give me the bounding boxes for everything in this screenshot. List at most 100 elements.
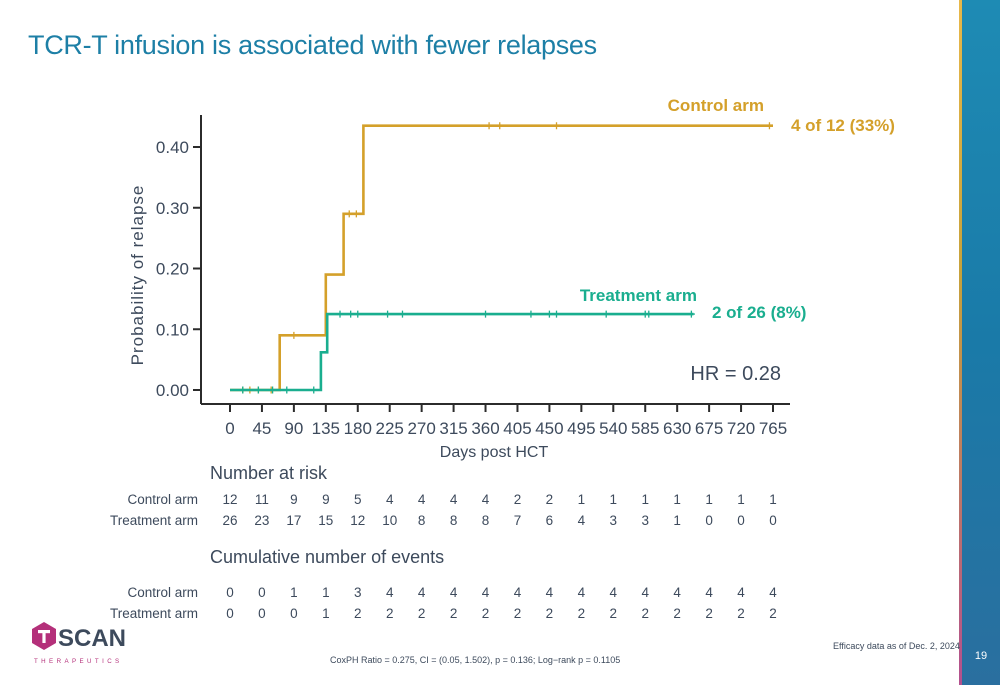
events-table-cell: 2 [578, 606, 586, 621]
events-table-cell: 2 [737, 606, 745, 621]
risk-table-row-label: Treatment arm [110, 513, 198, 528]
risk-table-cell: 10 [382, 513, 397, 528]
risk-table-row-label: Control arm [127, 492, 198, 507]
censor-mark [254, 386, 262, 394]
censor-mark [384, 310, 392, 318]
risk-table-cell: 7 [514, 513, 522, 528]
x-tick-label: 315 [439, 419, 467, 438]
censor-mark [352, 210, 360, 218]
hazard-ratio-annotation: HR = 0.28 [690, 363, 781, 385]
censor-mark [485, 122, 493, 130]
events-table-cell: 4 [482, 585, 490, 600]
risk-table-cell: 8 [450, 513, 458, 528]
events-table-cell: 2 [641, 606, 649, 621]
efficacy-date-note: Efficacy data as of Dec. 2, 2024 [833, 641, 960, 651]
risk-table-cell: 11 [255, 492, 269, 507]
tscan-logo: SCAN THERAPEUTICS [32, 622, 126, 665]
censor-mark [687, 310, 695, 318]
x-tick-label: 270 [407, 419, 435, 438]
x-tick-label: 630 [663, 419, 691, 438]
events-table-cell: 2 [769, 606, 777, 621]
events-table-cell: 0 [226, 606, 234, 621]
x-tick-label: 765 [759, 419, 787, 438]
risk-table-cell: 2 [546, 492, 554, 507]
treatment-arm-legend: Treatment arm [580, 286, 697, 305]
censor-mark [398, 310, 406, 318]
risk-table-cell: 15 [318, 513, 333, 528]
risk-table-cell: 6 [546, 513, 554, 528]
censor-mark [545, 310, 553, 318]
y-tick-label: 0.10 [156, 320, 189, 339]
x-tick-label: 540 [599, 419, 627, 438]
risk-table-cell: 1 [610, 492, 618, 507]
x-tick-label: 405 [503, 419, 531, 438]
risk-table-cell: 4 [418, 492, 426, 507]
events-table-cell: 1 [290, 585, 298, 600]
risk-table-heading: Number at risk [210, 463, 328, 483]
x-tick-label: 720 [727, 419, 755, 438]
risk-table-cell: 26 [222, 513, 237, 528]
risk-table-cell: 0 [705, 513, 713, 528]
y-tick-label: 0.00 [156, 381, 189, 400]
chart-axes: 0.00 0.10 0.20 0.30 0.40 0 45 90 135 180 225 270 315… [128, 115, 790, 461]
events-table-cell: 4 [546, 585, 554, 600]
logo-wordmark: SCAN [58, 625, 126, 652]
treatment-arm-end-label: 2 of 26 (8%) [712, 303, 806, 322]
risk-table-cell: 4 [450, 492, 458, 507]
events-table-cell: 4 [769, 585, 777, 600]
censor-mark [496, 122, 504, 130]
events-table-cell: 2 [546, 606, 554, 621]
chart-series [230, 122, 773, 394]
events-table-cell: 2 [705, 606, 713, 621]
risk-table-cell: 8 [418, 513, 426, 528]
events-table-cell: 4 [450, 585, 458, 600]
censor-mark [310, 386, 318, 394]
chart-labels: Control arm 4 of 12 (33%) Treatment arm 2 o… [580, 96, 895, 385]
events-table-cell: 2 [514, 606, 522, 621]
risk-table-cell: 3 [610, 513, 618, 528]
events-table-heading: Cumulative number of events [210, 547, 444, 567]
risk-table-cell: 2 [514, 492, 522, 507]
x-tick-label: 495 [567, 419, 595, 438]
risk-table-cell: 1 [578, 492, 586, 507]
risk-table-cell: 9 [290, 492, 298, 507]
x-tick-label: 180 [344, 419, 372, 438]
x-tick-label: 360 [471, 419, 499, 438]
risk-table-cell: 8 [482, 513, 490, 528]
side-accent-bar [962, 0, 1000, 685]
x-tick-label: 225 [376, 419, 404, 438]
censor-mark [283, 386, 291, 394]
events-table-cell: 2 [482, 606, 490, 621]
events-table-cell: 2 [450, 606, 458, 621]
events-table-row-label: Treatment arm [110, 606, 198, 621]
control-arm-end-label: 4 of 12 (33%) [791, 116, 895, 135]
censor-mark [645, 310, 653, 318]
risk-table-cell: 12 [222, 492, 237, 507]
censor-mark [553, 122, 561, 130]
events-table-cell: 2 [610, 606, 618, 621]
events-table-cell: 2 [386, 606, 394, 621]
y-tick-label: 0.20 [156, 260, 189, 279]
events-table-cell: 4 [641, 585, 649, 600]
x-axis-label: Days post HCT [440, 444, 549, 461]
censor-mark [602, 310, 610, 318]
risk-table-cell: 23 [254, 513, 269, 528]
risk-table-cell: 12 [350, 513, 365, 528]
y-tick-label: 0.40 [156, 138, 189, 157]
x-tick-label: 45 [252, 419, 271, 438]
page-number: 19 [974, 650, 988, 662]
y-axis-label: Probability of relapse [128, 185, 147, 366]
slide-title: TCR-T infusion is associated with fewer … [28, 30, 597, 60]
censor-mark [269, 386, 277, 394]
risk-table-cell: 9 [322, 492, 330, 507]
x-tick-label: 450 [535, 419, 563, 438]
censor-mark [345, 210, 353, 218]
risk-table-cell: 1 [737, 492, 745, 507]
risk-table-cell: 1 [705, 492, 713, 507]
risk-table-cell: 4 [482, 492, 490, 507]
events-table-cell: 3 [354, 585, 362, 600]
events-table-cell: 2 [418, 606, 426, 621]
risk-table-cell: 1 [673, 513, 681, 528]
risk-table-cell: 1 [769, 492, 777, 507]
events-table-cell: 0 [226, 585, 234, 600]
